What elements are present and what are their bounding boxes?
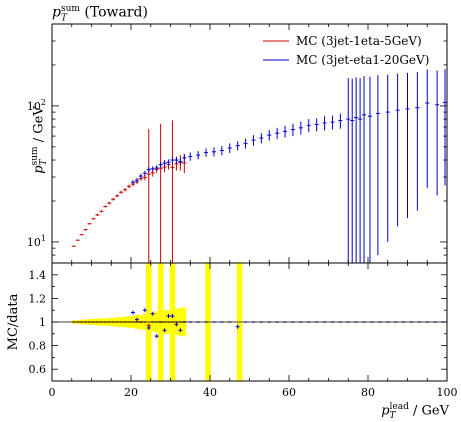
y-tick-label-ratio: 1.4	[29, 269, 47, 282]
x-axis-label: pTlead / GeV	[381, 402, 449, 421]
legend-label-blue: MC (3jet-eta1-20GeV)	[296, 53, 429, 67]
y-tick-label-main: 102	[27, 98, 46, 113]
legend: MC (3jet-1eta-5GeV) MC (3jet-eta1-20GeV)	[263, 34, 429, 67]
ratio-y-axis-label: MC/data	[6, 293, 21, 350]
x-tick-label: 80	[361, 386, 375, 399]
x-tick-label: 60	[282, 386, 296, 399]
axis-ticks: 0 20 40 60 80 100 101 102 0.6 0.8 1 1.2 1.4	[27, 23, 458, 399]
y-tick-label-main: 101	[27, 234, 46, 249]
y-tick-label-ratio: 0.8	[29, 340, 47, 353]
x-tick-label: 20	[124, 386, 138, 399]
x-tick-label: 40	[203, 386, 217, 399]
y-tick-label-ratio: 1.2	[29, 292, 47, 305]
main-y-axis-label: pTsum / GeV	[29, 106, 49, 174]
y-tick-label-ratio: 1	[39, 316, 46, 329]
main-series-layer	[71, 69, 448, 263]
chart-title: pTsum (Toward)	[52, 4, 148, 24]
y-tick-label-ratio: 0.6	[29, 363, 47, 376]
x-tick-label: 100	[437, 386, 458, 399]
legend-label-red: MC (3jet-1eta-5GeV)	[296, 34, 422, 48]
x-tick-label: 0	[49, 386, 56, 399]
